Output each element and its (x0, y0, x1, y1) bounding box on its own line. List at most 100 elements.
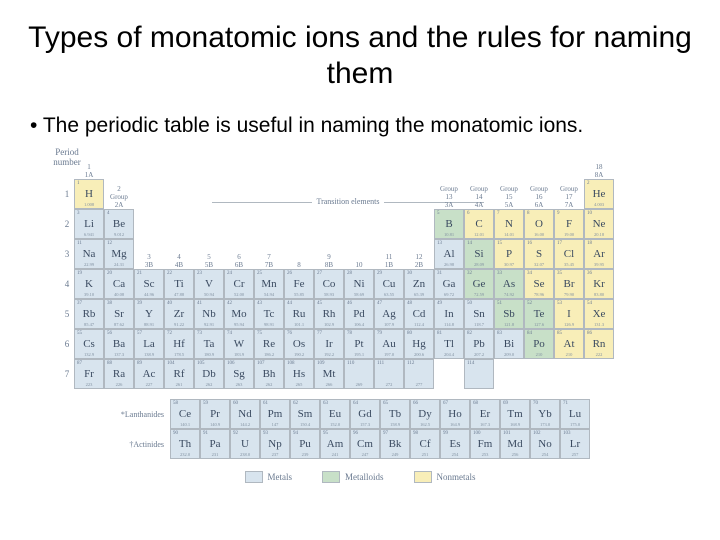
element-B: 5B10.81 (434, 209, 464, 239)
element-Np: 93Np237 (260, 429, 290, 459)
element-P: 15P30.97 (494, 239, 524, 269)
element-Hf: 72Hf178.5 (164, 329, 194, 359)
element-Tc: 43Tc98.91 (254, 299, 284, 329)
group-label: 33B (134, 251, 164, 269)
element-La: 57La138.9 (134, 329, 164, 359)
element-H: 1H1.008 (74, 179, 104, 209)
legend-nonmetals: Nonmetals (414, 471, 476, 483)
element-Te: 52Te127.6 (524, 299, 554, 329)
element-W: 74W183.9 (224, 329, 254, 359)
element-Zr: 40Zr91.22 (164, 299, 194, 329)
element-Ca: 20Ca40.08 (104, 269, 134, 299)
element-Mo: 42Mo95.94 (224, 299, 254, 329)
element-: 111272 (374, 359, 404, 389)
element-Po: 84Po210 (524, 329, 554, 359)
group-label: 44B (164, 251, 194, 269)
element-Se: 34Se78.96 (524, 269, 554, 299)
element-Nb: 41Nb92.91 (194, 299, 224, 329)
element-C: 6C12.01 (464, 209, 494, 239)
bullet-text: The periodic table is useful in naming t… (30, 112, 700, 139)
element-: 110269 (344, 359, 374, 389)
element-Xe: 54Xe131.3 (584, 299, 614, 329)
legend: Metals Metalloids Nonmetals (60, 471, 660, 483)
element-Ni: 28Ni58.69 (344, 269, 374, 299)
element-Ar: 18Ar39.95 (584, 239, 614, 269)
swatch-nonmetal (414, 471, 432, 483)
element-Ru: 44Ru101.1 (284, 299, 314, 329)
element-Au: 79Au197.0 (374, 329, 404, 359)
element-Ga: 31Ga69.72 (434, 269, 464, 299)
group-label: 10 (344, 251, 374, 269)
period-number: 5 (60, 309, 74, 319)
element-Co: 27Co58.93 (314, 269, 344, 299)
element-Tb: 65Tb158.9 (380, 399, 410, 429)
element-Bk: 97Bk249 (380, 429, 410, 459)
element-Sn: 50Sn118.7 (464, 299, 494, 329)
element-Re: 75Re186.2 (254, 329, 284, 359)
element-K: 19K39.10 (74, 269, 104, 299)
legend-metalloids: Metalloids (322, 471, 384, 483)
element-At: 85At210 (554, 329, 584, 359)
element-Fm: 100Fm253 (470, 429, 500, 459)
element-Bi: 83Bi209.0 (494, 329, 524, 359)
group-label: Group177A (554, 191, 584, 209)
element-Ag: 47Ag107.9 (374, 299, 404, 329)
group-label: 111B (374, 251, 404, 269)
slide: Types of monatomic ions and the rules fo… (0, 0, 720, 493)
element-Hg: 80Hg200.6 (404, 329, 434, 359)
element-Hs: 108Hs265 (284, 359, 314, 389)
slide-title: Types of monatomic ions and the rules fo… (20, 20, 700, 92)
element-: 112277 (404, 359, 434, 389)
element-Db: 105Db262 (194, 359, 224, 389)
element-N: 7N14.01 (494, 209, 524, 239)
element-No: 102No254 (530, 429, 560, 459)
element-U: 92U238.0 (230, 429, 260, 459)
group-label: 8 (284, 251, 314, 269)
lanthanides-label: *Lanthanides (104, 410, 170, 419)
element-Al: 13Al26.98 (434, 239, 464, 269)
swatch-metal (245, 471, 263, 483)
element-He: 2He4.003 (584, 179, 614, 209)
element-Ta: 73Ta180.9 (194, 329, 224, 359)
group-label: 55B (194, 251, 224, 269)
period-number: 7 (60, 369, 74, 379)
element-Cr: 24Cr52.00 (224, 269, 254, 299)
group-label: 66B (224, 251, 254, 269)
legend-metals: Metals (245, 471, 293, 483)
element-Br: 35Br79.90 (554, 269, 584, 299)
element-Er: 68Er167.3 (470, 399, 500, 429)
element-Rh: 45Rh102.9 (314, 299, 344, 329)
group-label: 188A (584, 161, 614, 179)
element-Tm: 69Tm168.9 (500, 399, 530, 429)
element-Be: 4Be9.012 (104, 209, 134, 239)
element-: 114 (464, 359, 494, 389)
element-Cu: 29Cu63.55 (374, 269, 404, 299)
group-label: 98B (314, 251, 344, 269)
actinides-label: †Actinides (104, 440, 170, 449)
element-Sc: 21Sc44.96 (134, 269, 164, 299)
element-Sb: 51Sb121.8 (494, 299, 524, 329)
element-Dy: 66Dy162.5 (410, 399, 440, 429)
element-Os: 76Os190.2 (284, 329, 314, 359)
element-Mn: 25Mn54.94 (254, 269, 284, 299)
element-Rb: 37Rb85.47 (74, 299, 104, 329)
element-S: 16S32.07 (524, 239, 554, 269)
group-label: 122B (404, 251, 434, 269)
element-Sm: 62Sm150.4 (290, 399, 320, 429)
period-number: 6 (60, 339, 74, 349)
element-F: 9F19.00 (554, 209, 584, 239)
element-Sg: 106Sg263 (224, 359, 254, 389)
element-Yb: 70Yb173.0 (530, 399, 560, 429)
element-Mg: 12Mg24.31 (104, 239, 134, 269)
period-number: 2 (60, 219, 74, 229)
element-Ba: 56Ba137.3 (104, 329, 134, 359)
element-Zn: 30Zn65.39 (404, 269, 434, 299)
group-label: 11A (74, 161, 104, 179)
lanthanide-actinide-block: *Lanthanides58Ce140.159Pr140.960Nd144.26… (104, 399, 660, 459)
element-Ac: 89Ac227 (134, 359, 164, 389)
element-Cf: 98Cf251 (410, 429, 440, 459)
element-Ra: 88Ra226 (104, 359, 134, 389)
element-I: 53I126.9 (554, 299, 584, 329)
element-Ho: 67Ho164.9 (440, 399, 470, 429)
element-Cm: 96Cm247 (350, 429, 380, 459)
